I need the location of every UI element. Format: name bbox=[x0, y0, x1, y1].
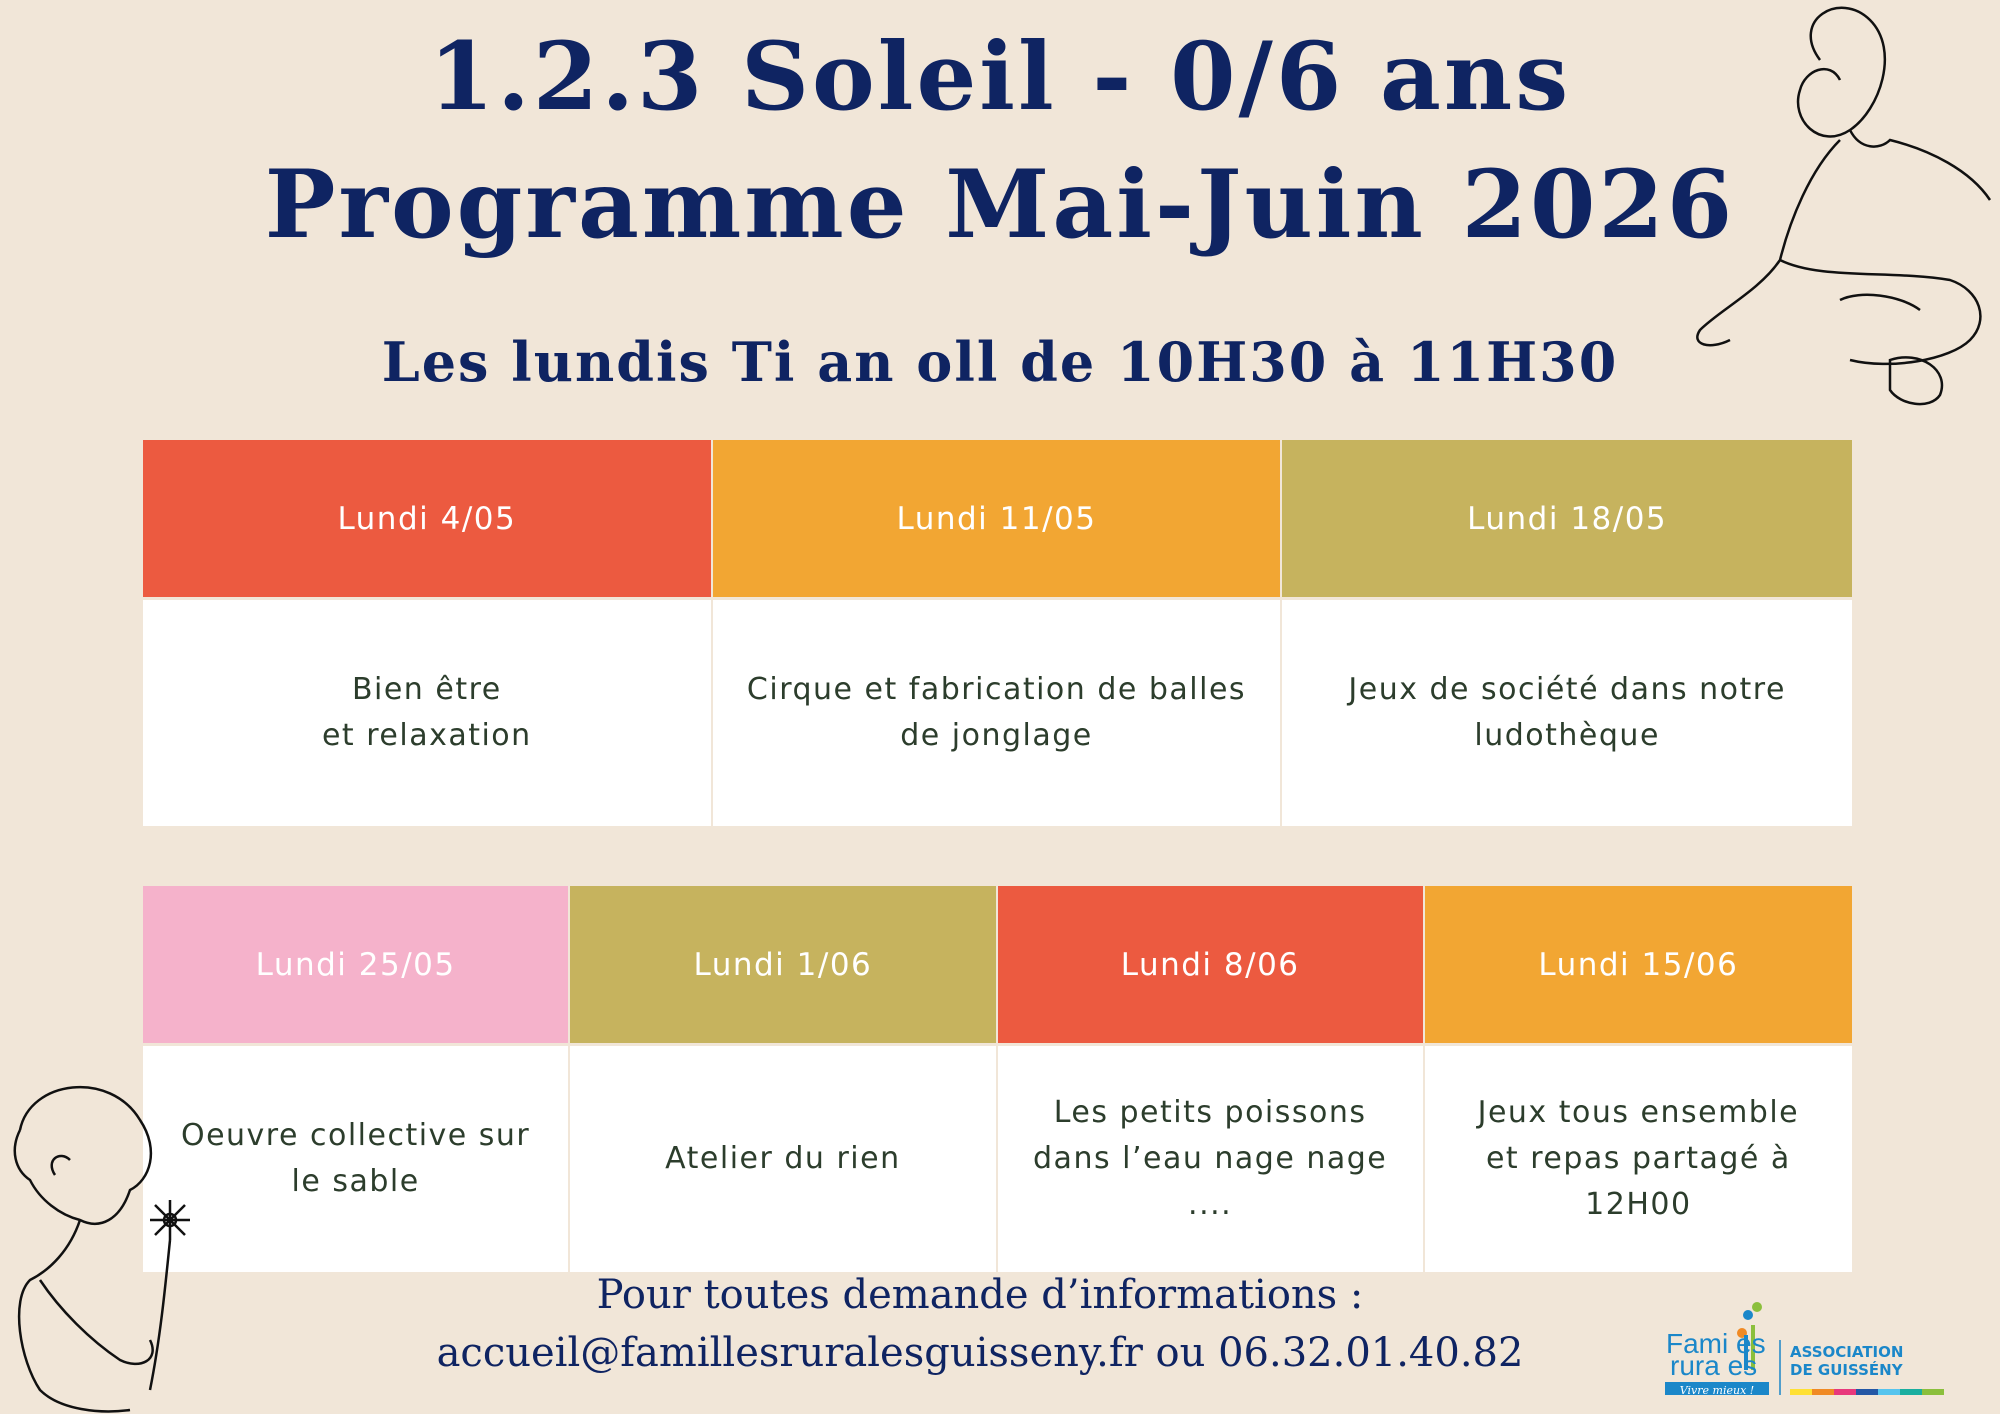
subtitle: Les lundis Ti an oll de 10H30 à 11H30 bbox=[381, 330, 1619, 394]
svg-text:DE GUISSÉNY: DE GUISSÉNY bbox=[1790, 1360, 1904, 1379]
child-with-flower-illustration bbox=[13, 1085, 190, 1413]
page-title-line2: Programme Mai-Juin 2026 bbox=[264, 150, 1736, 260]
schedule-cell: Lundi 25/05 Oeuvre collective sur le sab… bbox=[143, 886, 571, 1272]
child-sitting-illustration bbox=[1696, 6, 1992, 406]
familles-rurales-logo: Fami es rura es Vivre mieux ! ASSOCIATIO… bbox=[1660, 1285, 1960, 1398]
page-title-line1: 1.2.3 Soleil - 0/6 ans bbox=[428, 22, 1572, 132]
svg-text:rura es: rura es bbox=[1670, 1350, 1757, 1381]
activity: Oeuvre collective sur le sable bbox=[143, 1046, 569, 1272]
schedule-cell: Lundi 18/05 Jeux de société dans notre l… bbox=[1282, 440, 1852, 826]
schedule-cell: Lundi 8/06 Les petits poissons dans l’ea… bbox=[997, 886, 1425, 1272]
schedule-row-2: Lundi 25/05 Oeuvre collective sur le sab… bbox=[143, 886, 1852, 1272]
schedule-cell: Lundi 15/06 Jeux tous ensemble et repas … bbox=[1424, 886, 1852, 1272]
activity: Cirque et fabrication de balles de jongl… bbox=[712, 600, 1281, 826]
activity: Les petits poissons dans l’eau nage nage… bbox=[997, 1046, 1423, 1272]
date-header: Lundi 4/05 bbox=[143, 440, 711, 600]
date-header: Lundi 1/06 bbox=[570, 886, 996, 1046]
date-header: Lundi 8/06 bbox=[997, 886, 1423, 1046]
date-header: Lundi 25/05 bbox=[143, 886, 569, 1046]
activity: Bien être et relaxation bbox=[143, 600, 711, 826]
date-header: Lundi 11/05 bbox=[712, 440, 1281, 600]
svg-text:ASSOCIATION: ASSOCIATION bbox=[1790, 1343, 1903, 1361]
schedule-cell: Lundi 1/06 Atelier du rien bbox=[570, 886, 998, 1272]
logo-graphic: Fami es rura es Vivre mieux ! ASSOCIATIO… bbox=[1665, 1302, 1944, 1398]
schedule-cell: Lundi 11/05 Cirque et fabrication de bal… bbox=[712, 440, 1283, 826]
date-header: Lundi 15/06 bbox=[1424, 886, 1852, 1046]
footer-info-label: Pour toutes demande d’informations : bbox=[596, 1272, 1364, 1318]
footer-contact[interactable]: accueil@famillesruralesguisseny.fr ou 06… bbox=[436, 1330, 1524, 1376]
schedule-cell: Lundi 4/05 Bien être et relaxation bbox=[143, 440, 713, 826]
date-header: Lundi 18/05 bbox=[1282, 440, 1852, 600]
svg-text:Fami es: Fami es bbox=[1666, 1328, 1766, 1359]
schedule-row-1: Lundi 4/05 Bien être et relaxation Lundi… bbox=[143, 440, 1852, 826]
activity: Jeux tous ensemble et repas partagé à 12… bbox=[1424, 1046, 1852, 1272]
svg-text:Vivre mieux !: Vivre mieux ! bbox=[1680, 1384, 1754, 1395]
activity: Jeux de société dans notre ludothèque bbox=[1282, 600, 1852, 826]
activity: Atelier du rien bbox=[570, 1046, 996, 1272]
